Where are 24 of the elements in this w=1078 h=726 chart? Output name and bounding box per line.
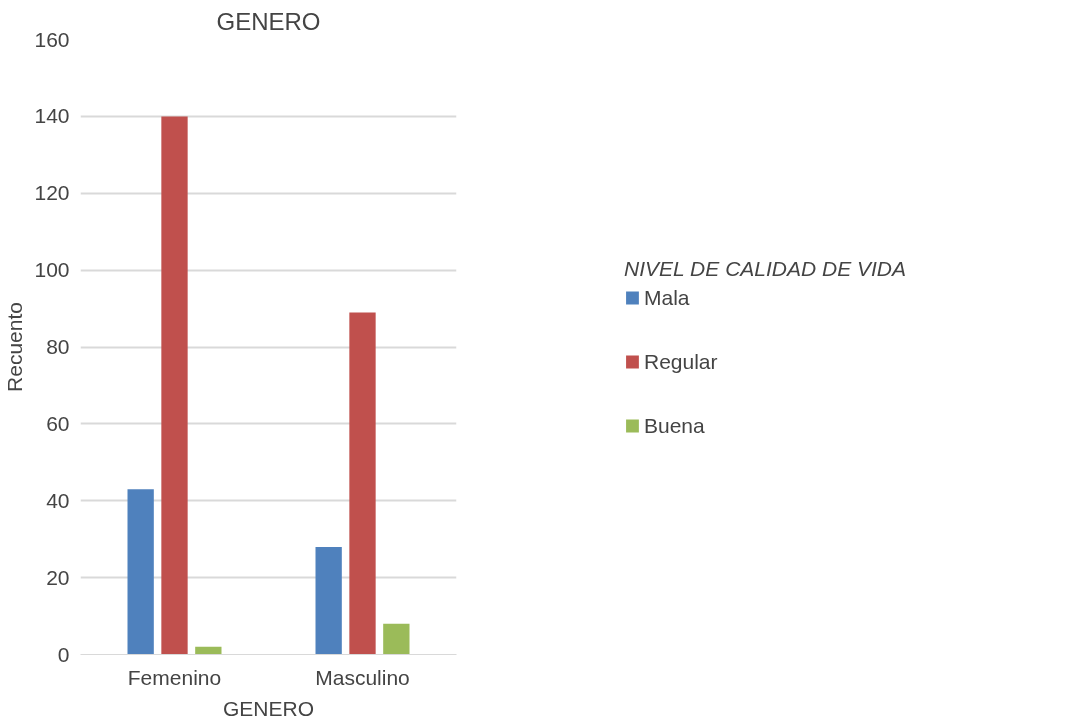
bar [349,312,376,655]
y-tick-label: 160 [34,27,70,51]
bar [315,546,342,655]
bar [383,623,410,655]
y-tick-label: 140 [34,104,70,128]
chart-title: GENERO [216,7,321,35]
y-tick-label: 100 [34,258,70,282]
y-axis-title: Recuento [3,302,27,392]
x-tick-label: Masculino [315,665,410,689]
legend-label: Regular [643,349,718,373]
bar [161,116,188,655]
y-tick-label: 120 [34,181,70,205]
bar [127,489,154,655]
legend-label: Mala [643,285,690,309]
legend-title: NIVEL DE CALIDAD DE VIDA [623,256,907,280]
legend-label: Buena [643,413,705,437]
y-tick-label: 60 [46,411,70,435]
x-tick-label: Femenino [127,665,222,689]
bar [195,646,222,655]
y-tick-label: 80 [46,335,70,358]
y-tick-label: 20 [46,565,70,589]
x-axis-title: GENERO [222,696,315,720]
y-tick-label: 0 [57,642,70,666]
y-tick-label: 40 [46,488,70,512]
